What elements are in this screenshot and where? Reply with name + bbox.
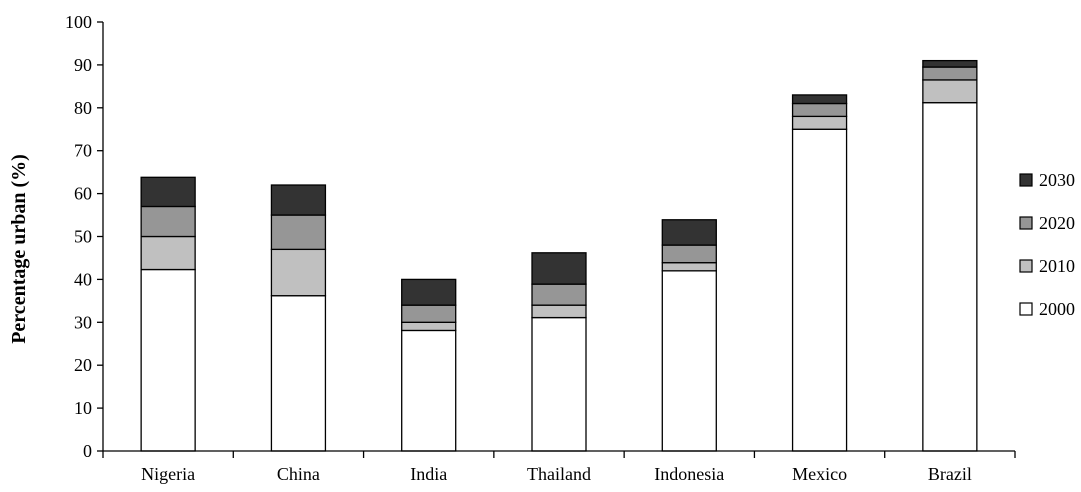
x-tick-label-mexico: Mexico: [792, 464, 847, 484]
bar-segment-china-2000: [270, 295, 327, 452]
bar-segment-brazil-2010: [922, 79, 978, 104]
bar-segment-brazil-2000: [922, 102, 978, 452]
legend-label-2000: 2000: [1039, 299, 1075, 319]
bar-segment-indonesia-2030: [661, 219, 717, 246]
bar-segment-brazil-2030: [922, 59, 978, 68]
legend-swatch-2020: [1019, 216, 1033, 230]
bar-segment-nigeria-2020: [140, 205, 196, 238]
bar-segment-brazil-2020: [922, 66, 978, 81]
x-tick-label-indonesia: Indonesia: [654, 464, 724, 484]
bar-segment-china-2020: [270, 214, 327, 251]
bar-segment-mexico-2010: [791, 115, 848, 130]
bar-segment-indonesia-2020: [661, 244, 717, 264]
legend-label-2030: 2030: [1039, 170, 1075, 190]
y-tick-label: 90: [74, 55, 92, 75]
x-tick-label-china: China: [277, 464, 320, 484]
x-tick-label-nigeria: Nigeria: [141, 464, 195, 484]
legend-swatch-2030: [1019, 173, 1033, 187]
bar-segment-nigeria-2010: [140, 235, 196, 271]
legend-label-2020: 2020: [1039, 213, 1075, 233]
bar-segment-mexico-2020: [791, 102, 848, 118]
bars-layer: [140, 59, 978, 452]
y-tick-label: 30: [74, 312, 92, 332]
y-tick-label: 80: [74, 98, 92, 118]
bar-segment-thailand-2010: [531, 304, 587, 319]
bar-segment-china-2030: [270, 184, 327, 216]
bar-segment-nigeria-2030: [140, 176, 196, 208]
bar-segment-mexico-2000: [791, 128, 848, 452]
y-tick-label: 70: [74, 141, 92, 161]
x-tick-label-india: India: [410, 464, 447, 484]
y-axis-title: Percentage urban (%): [8, 154, 30, 344]
bar-segment-india-2030: [401, 278, 457, 306]
x-tick-label-thailand: Thailand: [527, 464, 591, 484]
bar-segment-india-2000: [401, 329, 457, 452]
legend-swatch-2010: [1019, 259, 1033, 273]
bar-segment-indonesia-2010: [661, 262, 717, 272]
bar-segment-thailand-2030: [531, 252, 587, 285]
legend-label-2010: 2010: [1039, 256, 1075, 276]
y-tick-label: 50: [74, 227, 92, 247]
legend: 2030 2020 2010 2000: [1019, 170, 1075, 319]
bar-segment-india-2020: [401, 304, 457, 323]
y-tick-label: 100: [65, 12, 92, 32]
bar-segment-thailand-2000: [531, 316, 587, 452]
bar-segment-mexico-2030: [791, 94, 848, 105]
bar-segment-china-2010: [270, 248, 327, 297]
y-tick-label: 40: [74, 269, 92, 289]
bar-segment-indonesia-2000: [661, 270, 717, 452]
x-tick-label-brazil: Brazil: [928, 464, 972, 484]
y-tick-label: 10: [74, 398, 92, 418]
y-tick-label: 60: [74, 184, 92, 204]
y-tick-label: 20: [74, 355, 92, 375]
axes-layer: 0 10 20 30 40 50 60 70 80 90 100 Nigeria China India T…: [65, 12, 1016, 484]
bar-segment-nigeria-2000: [140, 268, 196, 452]
bar-segment-india-2010: [401, 321, 457, 332]
y-tick-label: 0: [83, 441, 92, 461]
bar-segment-thailand-2020: [531, 283, 587, 306]
legend-swatch-2000: [1019, 302, 1033, 316]
